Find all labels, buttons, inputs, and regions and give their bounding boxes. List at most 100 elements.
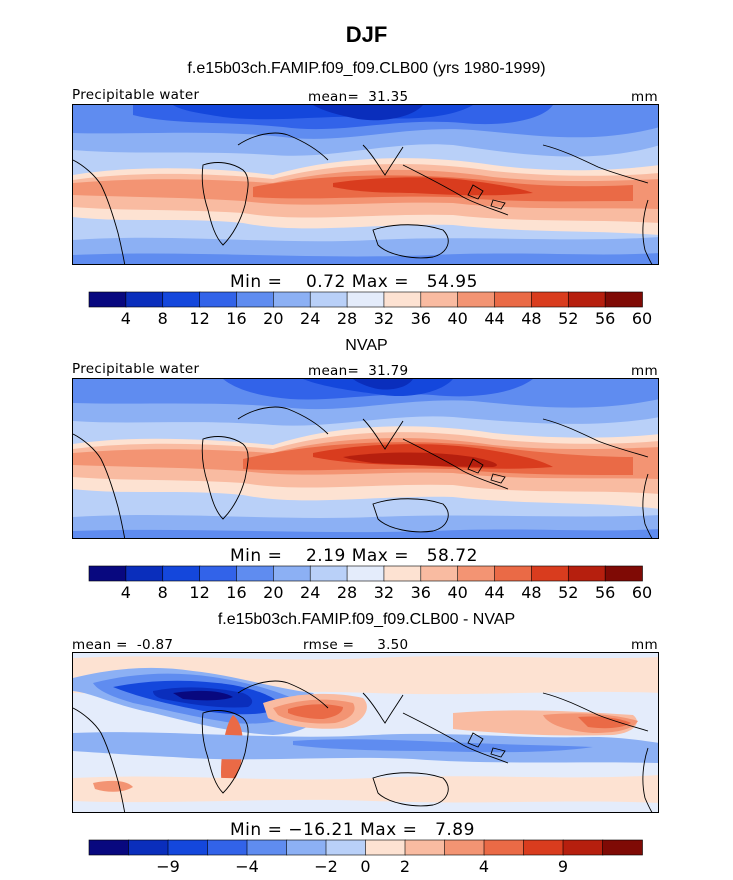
colorbar-swatch	[325, 839, 367, 856]
colorbar-swatch	[167, 839, 209, 856]
panel2-colorbar-svg: 4 8 12 16 20 24 28 32 36 40 44 48 52 56 60	[88, 565, 652, 602]
colorbar-tick-label: 44	[484, 309, 504, 328]
colorbar-swatch	[420, 565, 459, 582]
colorbar-swatch	[236, 565, 275, 582]
colorbar-tick-label: 16	[226, 583, 246, 602]
panel1-min-value: 0.72	[305, 272, 346, 292]
panel2-min-value: 2.19	[305, 546, 346, 566]
colorbar-swatch	[567, 291, 606, 308]
colorbar-swatch	[404, 839, 446, 856]
colorbar-tick-label: 36	[411, 583, 431, 602]
panel1-units: mm	[631, 89, 658, 105]
colorbar-tick-label: 56	[595, 583, 615, 602]
panel2-colorbar: 4 8 12 16 20 24 28 32 36 40 44 48 52 56 60	[88, 565, 652, 602]
colorbar-swatch	[309, 565, 348, 582]
panel3-max-value: 7.89	[435, 820, 475, 840]
panel1-variable-label: Precipitable water	[72, 87, 200, 103]
panel1-mean-value: 31.35	[368, 89, 409, 105]
colorbar-tick-label: 9	[558, 857, 568, 876]
panel1-minmax: Min = 0.72 Max = 54.95	[230, 272, 478, 292]
colorbar-swatch	[128, 839, 169, 856]
colorbar-swatch	[346, 291, 385, 308]
panel3-min-label: Min =	[230, 820, 283, 840]
panel3-map	[72, 652, 659, 813]
panel2-max-value: 58.72	[426, 546, 478, 566]
colorbar-tick-label: −2	[314, 857, 338, 876]
panel2-max-label: Max =	[351, 546, 410, 566]
colorbar-swatch	[483, 839, 525, 856]
colorbar-swatch	[273, 565, 312, 582]
colorbar-swatch	[531, 291, 570, 308]
colorbar-tick-label: 40	[447, 583, 467, 602]
colorbar-tick-label: 24	[300, 309, 320, 328]
panel2-min-label: Min =	[230, 546, 283, 566]
colorbar-tick-label: 52	[558, 309, 578, 328]
panel2-title: NVAP	[345, 337, 388, 354]
colorbar-swatch	[162, 565, 201, 582]
panel1-max-label: Max =	[351, 272, 410, 292]
colorbar-swatch	[365, 839, 406, 856]
panel2-mean-value: 31.79	[368, 363, 409, 379]
colorbar-swatch	[246, 839, 288, 856]
colorbar-tick-label: 32	[374, 309, 394, 328]
colorbar-swatch	[286, 839, 327, 856]
colorbar-swatch	[457, 291, 496, 308]
colorbar-swatch	[199, 565, 238, 582]
panel3-rmse: rmse = 3.50	[303, 637, 408, 653]
colorbar-tick-label: −4	[235, 857, 259, 876]
colorbar-tick-label: 4	[121, 309, 131, 328]
colorbar-swatch	[88, 291, 127, 308]
colorbar-swatch	[457, 565, 496, 582]
colorbar-swatch	[273, 291, 312, 308]
panel3-mean-value: -0.87	[136, 637, 174, 653]
colorbar-tick-label: 12	[189, 583, 209, 602]
colorbar-swatch	[531, 565, 570, 582]
panel1-colorbar-svg: 4 8 12 16 20 24 28 32 36 40 44 48 52 56 60	[88, 291, 652, 328]
colorbar-tick-label: 48	[521, 309, 541, 328]
colorbar-tick-label: 20	[263, 309, 283, 328]
colorbar-tick-label: 56	[595, 309, 615, 328]
colorbar-swatch	[88, 839, 130, 856]
colorbar-swatch	[207, 839, 248, 856]
colorbar-tick-label: 60	[632, 309, 652, 328]
panel3-rmse-value: 3.50	[377, 637, 409, 653]
colorbar-swatch	[199, 291, 238, 308]
colorbar-tick-label: 8	[158, 583, 168, 602]
colorbar-swatch	[523, 839, 564, 856]
colorbar-swatch	[567, 565, 606, 582]
colorbar-swatch	[604, 565, 643, 582]
panel1-mean-label: mean=	[308, 89, 360, 105]
panel3-units: mm	[631, 637, 658, 653]
panel2-mean-label: mean=	[308, 363, 360, 379]
panel2-units: mm	[631, 363, 658, 379]
panel3-colorbar: −9 −4 −2 0 2 4 9	[88, 839, 643, 876]
colorbar-tick-label: −9	[156, 857, 180, 876]
colorbar-tick-label: 44	[484, 583, 504, 602]
colorbar-swatch	[125, 565, 164, 582]
colorbar-tick-label: 48	[521, 583, 541, 602]
colorbar-tick-label: 12	[189, 309, 209, 328]
colorbar-swatch	[420, 291, 459, 308]
colorbar-tick-label: 4	[479, 857, 489, 876]
panel3-minmax: Min = −16.21 Max = 7.89	[230, 820, 475, 840]
colorbar-swatch	[444, 839, 485, 856]
colorbar-tick-label: 0	[360, 857, 370, 876]
colorbar-tick-label: 16	[226, 309, 246, 328]
colorbar-tick-label: 4	[121, 583, 131, 602]
panel2-map	[72, 378, 659, 539]
panel1-mean: mean= 31.35	[308, 89, 408, 105]
colorbar-swatch	[383, 291, 422, 308]
colorbar-swatch	[162, 291, 201, 308]
panel3-mean: mean = -0.87	[72, 637, 173, 653]
colorbar-swatch	[494, 291, 533, 308]
colorbar-tick-label: 28	[337, 583, 357, 602]
colorbar-tick-label: 8	[158, 309, 168, 328]
panel3-title: f.e15b03ch.FAMIP.f09_f09.CLB00 - NVAP	[217, 611, 516, 628]
colorbar-tick-label: 36	[411, 309, 431, 328]
season-title: DJF	[345, 22, 388, 47]
colorbar-tick-label: 52	[558, 583, 578, 602]
colorbar-swatch	[604, 291, 643, 308]
panel1-max-value: 54.95	[426, 272, 478, 292]
panel1-colorbar: 4 8 12 16 20 24 28 32 36 40 44 48 52 56 60	[88, 291, 652, 328]
panel1-map	[72, 104, 659, 265]
